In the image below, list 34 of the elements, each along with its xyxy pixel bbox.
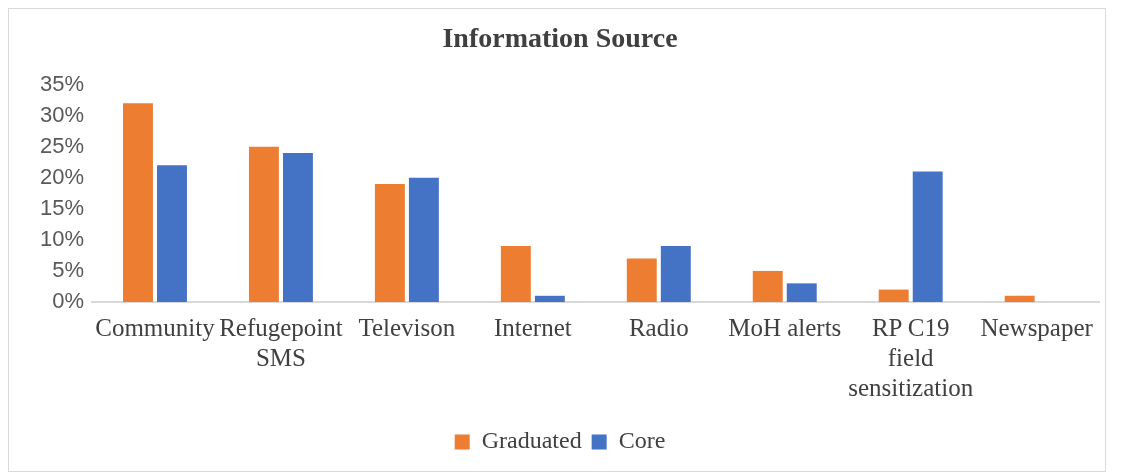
y-tick-label: 25% <box>39 132 84 158</box>
bar <box>660 246 691 302</box>
bar <box>157 165 187 302</box>
x-tick-label: MoH alerts <box>728 313 842 341</box>
x-tick-label: Internet <box>493 313 572 341</box>
y-tick-label: 20% <box>39 163 84 189</box>
bar <box>878 289 909 302</box>
bar <box>282 152 313 302</box>
y-tick-label: 0% <box>52 288 84 314</box>
bar <box>752 270 783 302</box>
bar <box>626 258 657 302</box>
bar <box>786 283 817 302</box>
bar <box>374 183 405 302</box>
x-tick-label: Televison <box>358 313 456 341</box>
x-tick-label: Community <box>95 313 216 341</box>
chart-title: Information Source <box>442 22 678 54</box>
y-tick-label: 15% <box>39 194 84 220</box>
bar <box>123 103 153 302</box>
y-tick-label: 35% <box>39 70 84 96</box>
bar <box>500 246 531 302</box>
x-tick-label: Radio <box>628 313 689 341</box>
legend-label: Graduated <box>481 427 582 454</box>
bar <box>912 171 943 302</box>
bar <box>1004 295 1035 302</box>
x-tick-label: Newspaper <box>980 313 1094 341</box>
bar <box>408 177 439 302</box>
x-tick-label: RP C19 field sensitization <box>848 313 974 401</box>
bar <box>534 295 565 302</box>
y-tick-label: 5% <box>52 257 84 283</box>
bar <box>248 146 279 302</box>
y-tick-label: 10% <box>39 225 84 251</box>
legend-label: Core <box>618 427 666 454</box>
y-tick-label: 30% <box>39 101 84 127</box>
x-tick-label: Refugepoint SMS <box>219 313 343 371</box>
